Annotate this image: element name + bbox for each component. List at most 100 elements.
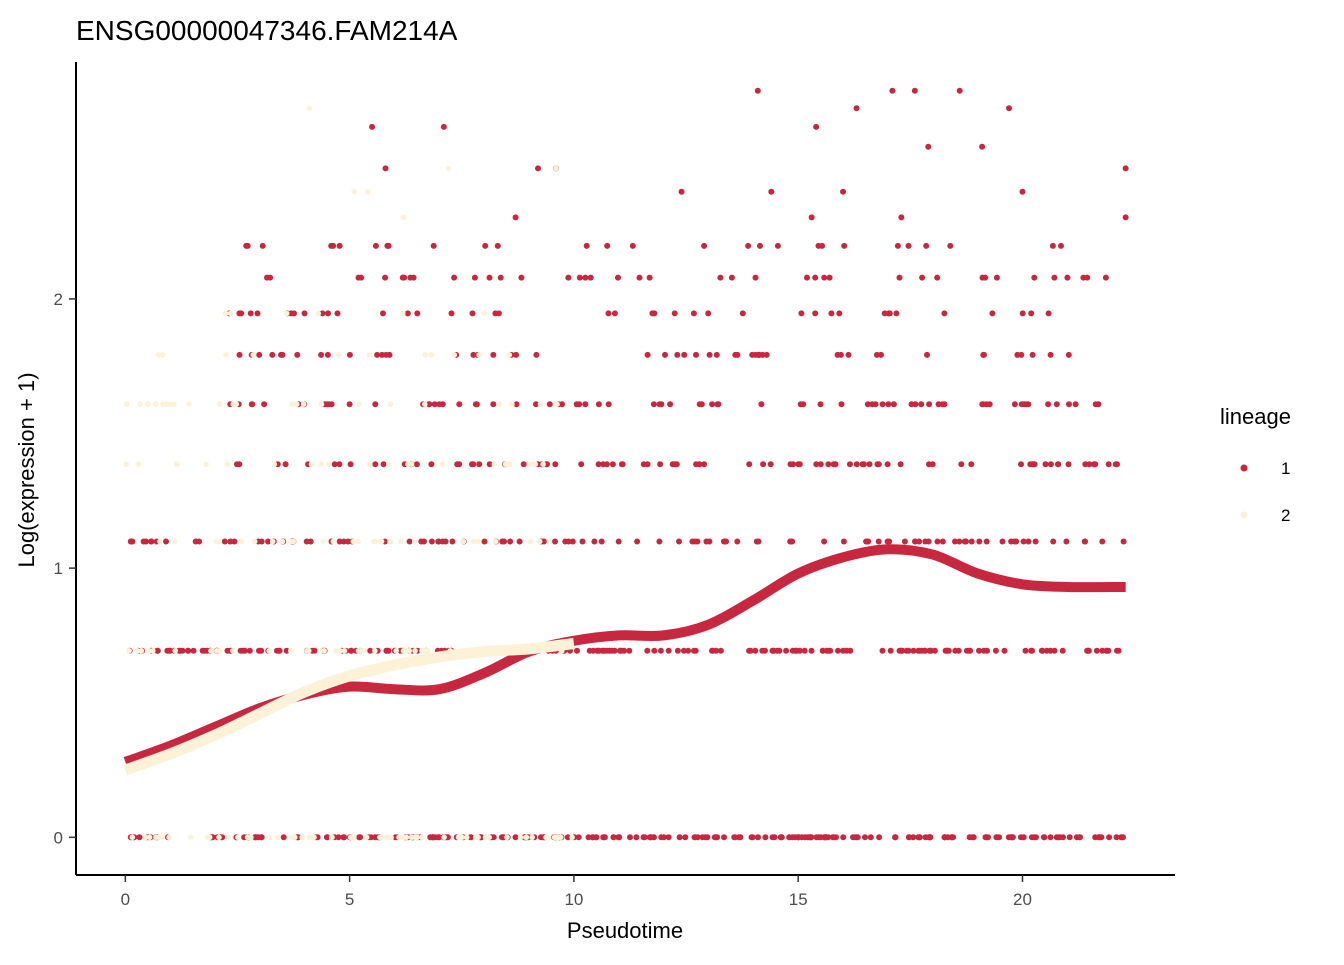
lineage-1-point <box>706 538 713 545</box>
lineage-1-point <box>797 401 804 408</box>
lineage-2-point <box>423 648 429 654</box>
lineage-1-point <box>889 87 896 94</box>
lineage-1-point <box>431 401 438 408</box>
lineage-2-point <box>318 648 325 654</box>
lineage-1-point <box>922 834 929 841</box>
lineage-1-point <box>924 351 930 358</box>
lineage-1-point <box>760 461 767 468</box>
lineage-1-point <box>791 834 798 841</box>
lineage-1-point <box>804 274 810 281</box>
lineage-1-point <box>651 310 658 317</box>
lineage-1-point <box>939 538 946 545</box>
lineage-2-point <box>377 834 383 841</box>
lineage-1-point <box>934 274 941 281</box>
lineage-2-point <box>398 538 404 545</box>
lineage-1-point <box>605 310 612 317</box>
lineage-1-point <box>993 274 1000 281</box>
lineage-1-point <box>576 401 583 408</box>
lineage-1-point <box>786 834 793 841</box>
lineage-1-point <box>190 647 197 654</box>
lineage-1-point <box>1091 461 1097 468</box>
lineage-1-point <box>406 538 413 545</box>
lineage-1-point <box>879 401 886 408</box>
lineage-2-point <box>337 648 344 654</box>
lineage-1-point <box>615 538 622 545</box>
lineage-1-point <box>565 274 572 281</box>
lineage-1-point <box>1066 834 1073 841</box>
lineage-1-point <box>274 647 280 654</box>
lineage-1-point <box>1053 834 1060 841</box>
lineage-2-point <box>225 834 231 841</box>
lineage-2-point <box>146 648 152 654</box>
lineage-1-point <box>318 351 325 358</box>
lineage-1-point <box>1092 834 1099 841</box>
lineage-1-point <box>992 647 999 654</box>
lineage-1-point <box>244 242 251 249</box>
lineage-2-point <box>214 648 220 654</box>
lineage-1-point <box>674 647 681 654</box>
lineage-1-point <box>448 310 455 317</box>
lineage-1-point <box>762 647 768 654</box>
lineage-1-point <box>706 351 713 358</box>
lineage-2-point <box>250 352 257 358</box>
lineage-1-point <box>886 538 893 545</box>
lineage-1-point <box>878 351 884 358</box>
lineage-1-point <box>731 834 738 841</box>
lineage-1-point <box>769 647 776 654</box>
lineage-2-point <box>341 648 348 654</box>
lineage-1-point <box>945 834 951 841</box>
lineage-1-point <box>627 834 633 841</box>
lineage-1-point <box>426 401 432 408</box>
lineage-1-point <box>715 401 722 408</box>
lineage-2-point <box>367 461 373 468</box>
lineage-1-point <box>1018 461 1024 468</box>
lineage-1-point <box>821 538 828 545</box>
lineage-2-point <box>441 834 447 841</box>
lineage-2-point <box>159 834 165 841</box>
lineage-1-point <box>346 401 353 408</box>
lineage-1-point <box>1058 242 1064 249</box>
lineage-2-point <box>134 648 141 654</box>
lineage-1-point <box>590 647 597 654</box>
lineage-1-point <box>887 647 894 654</box>
lineage-1-point <box>717 647 724 654</box>
lineage-1-point <box>763 351 770 358</box>
lineage-1-point <box>806 834 813 841</box>
lineage-1-point <box>692 834 699 841</box>
lineage-1-point <box>1020 538 1027 545</box>
lineage-1-point <box>838 401 845 408</box>
lineage-1-point <box>358 274 365 281</box>
lineage-1-point <box>163 538 169 545</box>
lineage-1-point <box>1082 538 1089 545</box>
lineage-1-point <box>876 834 883 841</box>
lineage-2-point <box>351 188 357 195</box>
lineage-1-point <box>324 401 331 408</box>
lineage-1-point <box>407 274 414 281</box>
lineage-1-point <box>847 647 854 654</box>
lineage-1-point <box>956 87 963 94</box>
lineage-1-point <box>258 834 265 841</box>
lineage-1-point <box>845 351 852 358</box>
lineage-2-point <box>275 834 281 841</box>
lineage-2-point <box>486 834 493 841</box>
lineage-2-point <box>386 461 392 468</box>
lineage-2-point <box>536 538 543 545</box>
lineage-1-point <box>853 105 860 112</box>
lineage-1-point <box>256 351 263 358</box>
lineage-1-point <box>789 647 796 654</box>
lineage-1-point <box>404 310 411 317</box>
lineage-1-point <box>685 647 692 654</box>
lineage-1-point <box>430 242 437 249</box>
lineage-1-point <box>1019 188 1026 195</box>
lineage-1-point <box>259 242 266 249</box>
lineage-1-point <box>347 461 354 468</box>
lineage-1-point <box>414 310 421 317</box>
lineage-2-point <box>311 834 317 841</box>
lineage-1-point <box>821 274 828 281</box>
lineage-1-point <box>755 538 762 545</box>
lineage-2-point <box>400 310 406 317</box>
lineage-1-point <box>604 242 611 249</box>
lineage-1-point <box>968 538 975 545</box>
lineage-2-point <box>235 834 241 841</box>
lineage-1-point <box>979 143 986 150</box>
